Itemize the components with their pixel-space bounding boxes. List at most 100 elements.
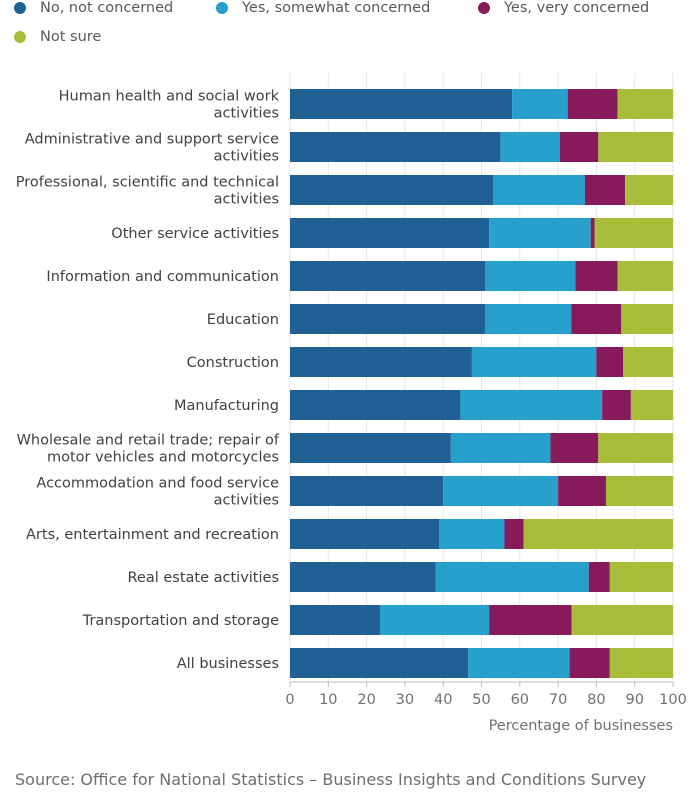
x-tick-label: 90 xyxy=(625,692,643,708)
legend-item: Not sure xyxy=(14,29,101,45)
bar-segment xyxy=(617,89,673,119)
category-label: activities xyxy=(214,192,279,208)
bar-segment xyxy=(468,648,570,678)
x-tick-label: 60 xyxy=(511,692,529,708)
chart-legend: No, not concerned Yes, somewhat concerned… xyxy=(0,0,696,50)
legend-swatch xyxy=(14,2,26,14)
bar-segment xyxy=(523,519,673,549)
bar-segment xyxy=(500,132,561,162)
category-label: Arts, entertainment and recreation xyxy=(26,527,279,543)
bar-segment xyxy=(435,562,589,592)
legend-swatch xyxy=(216,2,228,14)
x-axis-title: Percentage of businesses xyxy=(489,718,673,734)
legend-swatch xyxy=(478,2,490,14)
bar-segment xyxy=(621,304,673,334)
x-axis: 0 10 20 30 40 50 60 70 80 90 100 xyxy=(285,681,687,708)
bar-segment xyxy=(598,132,673,162)
bar-segment xyxy=(290,476,444,506)
bar-segment xyxy=(584,175,626,205)
category-label: All businesses xyxy=(177,656,279,672)
bar-segment xyxy=(617,261,673,291)
x-tick-label: 20 xyxy=(357,692,375,708)
bar-segment xyxy=(590,218,595,248)
bar-segment xyxy=(439,519,505,549)
bar-segment xyxy=(290,433,451,463)
bar-segment xyxy=(450,433,551,463)
bar-segment xyxy=(492,175,585,205)
bar-segment xyxy=(489,218,591,248)
bar-segment xyxy=(290,261,486,291)
bar-segment xyxy=(471,347,597,377)
bar-segment xyxy=(504,519,524,549)
x-tick-label: 30 xyxy=(396,692,414,708)
category-label: Real estate activities xyxy=(128,570,280,586)
legend-item: Yes, somewhat concerned xyxy=(216,0,430,16)
bar-segment xyxy=(594,218,673,248)
bar-segment xyxy=(290,648,469,678)
bar-segment xyxy=(571,304,622,334)
legend-swatch xyxy=(14,31,26,43)
x-tick-label: 80 xyxy=(587,692,605,708)
bar-segment xyxy=(623,347,673,377)
bar-segment xyxy=(290,89,513,119)
source-note: Source: Office for National Statistics –… xyxy=(15,770,647,789)
bar-segment xyxy=(625,175,673,205)
x-tick-label: 0 xyxy=(285,692,294,708)
bar-segment xyxy=(598,433,673,463)
bar-segment xyxy=(290,519,440,549)
bar-segment xyxy=(512,89,568,119)
bar-segment xyxy=(485,304,572,334)
bar-segment xyxy=(485,261,576,291)
bar-segment xyxy=(290,562,436,592)
bar-segment xyxy=(630,390,673,420)
category-label: Transportation and storage xyxy=(82,613,279,629)
bar-segment xyxy=(460,390,603,420)
category-label: motor vehicles and motorcycles xyxy=(47,450,279,466)
bar-segment xyxy=(596,347,624,377)
bar-segment xyxy=(290,132,501,162)
bar-segment xyxy=(489,605,572,635)
category-label: Human health and social work xyxy=(59,89,280,105)
bar-segment xyxy=(550,433,599,463)
category-label: Construction xyxy=(187,355,279,371)
category-label: Wholesale and retail trade; repair of xyxy=(17,433,280,449)
bar-segment xyxy=(575,261,618,291)
legend-item: No, not concerned xyxy=(14,0,173,16)
bar-segment xyxy=(290,304,486,334)
bar-segment xyxy=(558,476,606,506)
bar-segment xyxy=(290,390,461,420)
category-label: Information and communication xyxy=(46,269,279,285)
legend-label: No, not concerned xyxy=(40,0,174,16)
bar-segment xyxy=(380,605,490,635)
bar-segment xyxy=(588,562,610,592)
bar-segment xyxy=(290,347,472,377)
bar-segment xyxy=(560,132,599,162)
bars xyxy=(290,89,673,678)
category-label: Education xyxy=(207,312,279,328)
category-label: Accommodation and food service xyxy=(36,476,279,492)
stacked-bar-chart: Human health and social workactivitiesAd… xyxy=(16,73,687,734)
category-labels: Human health and social workactivitiesAd… xyxy=(16,89,280,673)
bar-segment xyxy=(609,648,673,678)
x-tick-label: 40 xyxy=(434,692,452,708)
bar-segment xyxy=(571,605,673,635)
category-label: activities xyxy=(214,149,279,165)
bar-segment xyxy=(443,476,559,506)
bar-segment xyxy=(290,218,490,248)
category-label: activities xyxy=(214,493,279,509)
bar-segment xyxy=(569,648,610,678)
bar-segment xyxy=(609,562,673,592)
bar-segment xyxy=(605,476,673,506)
legend-item: Yes, very concerned xyxy=(478,0,649,16)
legend-label: Yes, very concerned xyxy=(504,0,650,16)
x-tick-label: 100 xyxy=(659,692,687,708)
bar-segment xyxy=(290,175,493,205)
bar-segment xyxy=(602,390,631,420)
x-tick-label: 50 xyxy=(472,692,490,708)
category-label: activities xyxy=(214,106,279,122)
x-tick-label: 10 xyxy=(319,692,337,708)
category-label: Manufacturing xyxy=(174,398,279,414)
category-label: Professional, scientific and technical xyxy=(16,175,279,191)
legend-label: Yes, somewhat concerned xyxy=(242,0,431,16)
x-tick-label: 70 xyxy=(549,692,567,708)
